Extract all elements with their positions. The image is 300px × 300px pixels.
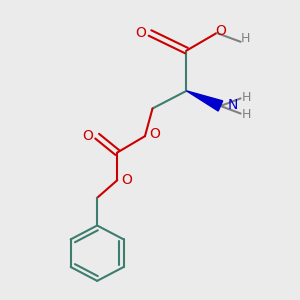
Text: H: H <box>241 32 250 44</box>
Text: O: O <box>82 129 93 143</box>
Text: O: O <box>135 26 146 40</box>
Text: H: H <box>242 91 252 104</box>
Text: O: O <box>215 24 226 38</box>
Text: O: O <box>122 173 132 187</box>
Text: H: H <box>242 108 252 121</box>
Text: N: N <box>227 98 238 112</box>
Polygon shape <box>187 91 223 111</box>
Text: O: O <box>149 127 160 141</box>
